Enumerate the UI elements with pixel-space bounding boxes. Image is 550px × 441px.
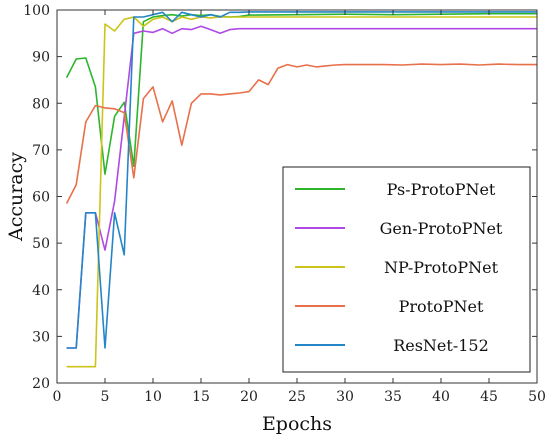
- legend-label-4: ProtoPNet: [399, 297, 484, 316]
- series-line-2: [66, 25, 537, 349]
- legend-label-2: Gen-ProtoPNet: [380, 219, 503, 238]
- x-tick-label: 15: [192, 389, 210, 405]
- y-tick-label: 30: [32, 329, 50, 345]
- legend-label-3: NP-ProtoPNet: [384, 258, 499, 277]
- axes-layer: 0 5 10 15 20 25 30 35 40 45 50 20 30 40 50 60 70 80 90 100: [23, 3, 546, 405]
- y-tick-label: 40: [32, 283, 50, 299]
- x-tick-label: 45: [480, 389, 498, 405]
- y-tick-label: 20: [32, 376, 50, 392]
- legend: Ps-ProtoPNet Gen-ProtoPNet NP-ProtoPNet Pro…: [282, 166, 531, 373]
- x-tick-label: 25: [288, 389, 306, 405]
- series-layer: [65, 11, 537, 368]
- y-tick-label: 70: [32, 143, 50, 159]
- x-tick-label: 30: [336, 389, 354, 405]
- legend-label-5: ResNet-152: [393, 336, 489, 355]
- x-tick-label: 0: [53, 389, 62, 405]
- series-line-3: [66, 16, 537, 368]
- y-tick-label: 60: [32, 190, 50, 206]
- y-tick-label: 100: [23, 3, 50, 19]
- x-tick-label: 50: [528, 389, 546, 405]
- y-tick-label: 90: [32, 50, 50, 66]
- x-axis-title: Epochs: [262, 413, 332, 435]
- y-tick-label: 50: [32, 236, 50, 252]
- y-axis-title: Accuracy: [5, 152, 27, 242]
- x-tick-label: 20: [240, 389, 258, 405]
- legend-box: [282, 166, 531, 373]
- x-tick-label: 10: [144, 389, 162, 405]
- x-tick-label: 5: [101, 389, 110, 405]
- legend-label-1: Ps-ProtoPNet: [387, 180, 496, 199]
- series-line-5: [66, 11, 537, 349]
- x-tick-label: 40: [432, 389, 450, 405]
- y-tick-label: 80: [32, 96, 50, 112]
- series-line-1: [65, 12, 537, 175]
- x-tick-label: 35: [384, 389, 402, 405]
